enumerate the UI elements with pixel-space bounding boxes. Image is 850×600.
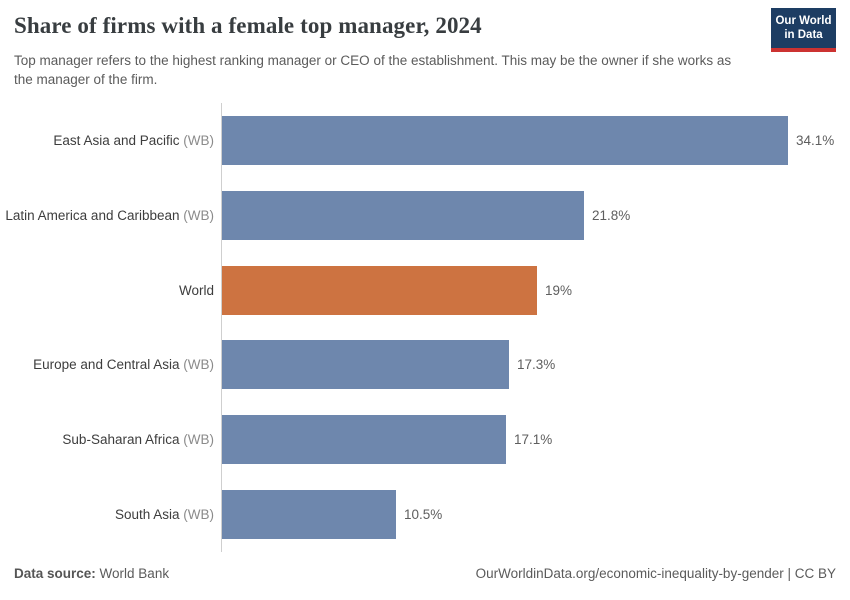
bar[interactable] xyxy=(222,490,396,540)
category-label[interactable]: Sub-Saharan Africa (WB) xyxy=(0,432,214,447)
bar[interactable] xyxy=(222,340,509,390)
category-label[interactable]: East Asia and Pacific (WB) xyxy=(0,133,214,148)
category-label[interactable]: South Asia (WB) xyxy=(0,507,214,522)
bar-row: Sub-Saharan Africa (WB) 17.1% xyxy=(0,402,850,477)
value-label: 10.5% xyxy=(404,507,443,523)
value-label: 19% xyxy=(545,282,573,298)
chart-title: Share of firms with a female top manager… xyxy=(14,13,482,38)
bar[interactable] xyxy=(222,265,537,315)
bar-rows: East Asia and Pacific (WB) 34.1% Latin Ame… xyxy=(0,103,850,552)
bar[interactable] xyxy=(222,190,584,240)
owid-logo[interactable]: Our World in Data xyxy=(771,8,836,52)
category-name: Europe and Central Asia xyxy=(33,357,180,373)
chart-footer: Data source: World Bank OurWorldinData.o… xyxy=(14,566,836,581)
category-suffix: (WB) xyxy=(179,357,214,373)
value-label: 34.1% xyxy=(796,132,835,148)
bar-row: East Asia and Pacific (WB) 34.1% xyxy=(0,103,850,178)
bar-row: Latin America and Caribbean (WB) 21.8% xyxy=(0,178,850,253)
category-suffix: (WB) xyxy=(179,207,214,223)
bar-row: South Asia (WB) 10.5% xyxy=(0,477,850,552)
category-name: South Asia xyxy=(114,507,180,523)
bar-row: World 19% xyxy=(0,253,850,328)
category-label[interactable]: Europe and Central Asia (WB) xyxy=(0,357,214,372)
category-label[interactable]: World xyxy=(0,283,214,298)
category-suffix: (WB) xyxy=(179,507,214,523)
data-source: Data source: World Bank xyxy=(14,566,169,581)
data-source-label: Data source: xyxy=(14,566,96,581)
category-name: East Asia and Pacific xyxy=(53,132,180,148)
data-source-value: World Bank xyxy=(99,566,170,581)
category-suffix: (WB) xyxy=(179,132,214,148)
bar[interactable] xyxy=(222,415,506,465)
bar-chart: East Asia and Pacific (WB) 34.1% Latin Ame… xyxy=(0,103,850,552)
value-label: 21.8% xyxy=(592,207,631,223)
chart-subtitle: Top manager refers to the highest rankin… xyxy=(14,53,732,88)
bar-row: Europe and Central Asia (WB) 17.3% xyxy=(0,327,850,402)
owid-logo-line1: Our World xyxy=(775,15,832,27)
category-name: World xyxy=(178,282,214,298)
value-label: 17.3% xyxy=(517,357,556,373)
value-label: 17.1% xyxy=(514,432,553,448)
y-axis-line xyxy=(221,103,222,552)
category-name: Sub-Saharan Africa xyxy=(62,432,180,448)
owid-logo-line2: in Data xyxy=(784,29,823,42)
category-suffix: (WB) xyxy=(179,432,214,448)
category-name: Latin America and Caribbean xyxy=(5,207,180,223)
category-label[interactable]: Latin America and Caribbean (WB) xyxy=(0,208,214,223)
bar[interactable] xyxy=(222,115,788,165)
citation-link[interactable]: OurWorldinData.org/economic-inequality-b… xyxy=(475,566,836,581)
